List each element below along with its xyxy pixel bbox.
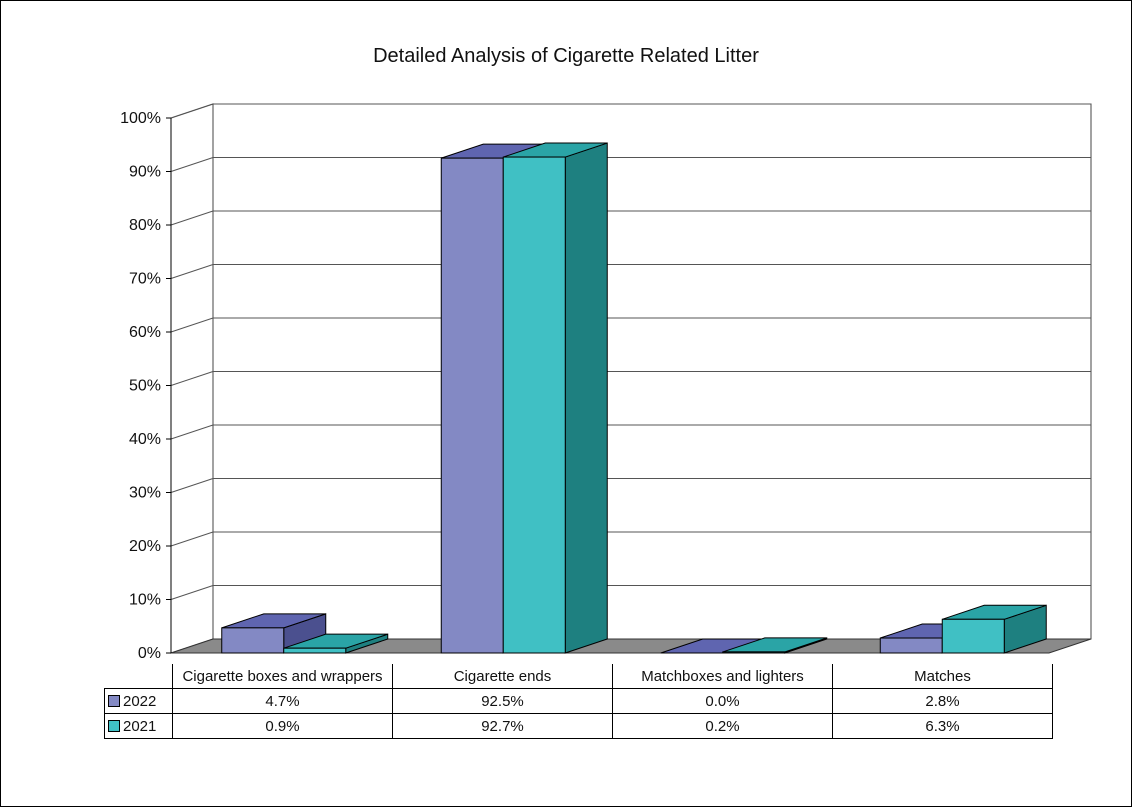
y-tick-label: 100% (120, 110, 161, 127)
gridline-diagonal (170, 424, 214, 440)
bar-front (722, 651, 786, 654)
table-corner (105, 664, 173, 689)
gridline-diagonal (170, 264, 214, 279)
bar-front (221, 627, 285, 654)
legend-entry-2021: 2021 (104, 713, 173, 739)
y-tick-label: 10% (129, 592, 161, 609)
y-tick-label: 20% (129, 538, 161, 555)
legend-entry-2022: 2022 (104, 688, 173, 714)
table-cell: 0.0% (612, 688, 833, 714)
bar-2021-2 (722, 637, 828, 654)
y-tick-label: 80% (129, 217, 161, 234)
bar-front (941, 618, 1005, 654)
data-table: Cigarette boxes and wrappers Cigarette e… (104, 664, 1053, 739)
gridline-diagonal (170, 210, 214, 226)
table-cell: 92.7% (392, 713, 613, 739)
table-category-0: Cigarette boxes and wrappers (172, 664, 393, 689)
legend-swatch-2021 (108, 719, 120, 732)
y-tick-label: 30% (129, 485, 161, 502)
y-tick-label: 40% (129, 431, 161, 448)
table-cell: 4.7% (172, 688, 393, 714)
table-row-2022: 2022 4.7% 92.5% 0.0% 2.8% (104, 688, 1053, 714)
bar-front (440, 157, 504, 654)
table-category-3: Matches (832, 664, 1053, 689)
y-tick-label: 90% (129, 164, 161, 181)
table-cell: 2.8% (832, 688, 1053, 714)
y-tick-label: 50% (129, 378, 161, 395)
legend-swatch-2022 (108, 694, 120, 707)
bar-2021-1 (502, 142, 608, 654)
table-cell: 0.9% (172, 713, 393, 739)
table-category-1: Cigarette ends (392, 664, 613, 689)
bar-front (879, 637, 943, 654)
chart-title: Detailed Analysis of Cigarette Related L… (373, 45, 759, 67)
table-cell: 6.3% (832, 713, 1053, 739)
table-header-row: Cigarette boxes and wrappers Cigarette e… (105, 664, 1053, 689)
bar-2021-3 (941, 604, 1047, 654)
y-tick-label: 70% (129, 271, 161, 288)
gridline-diagonal (170, 478, 214, 493)
gridline-diagonal (170, 531, 214, 547)
bar-2022-0 (221, 613, 327, 654)
gridline-diagonal (170, 585, 214, 600)
table-cell: 92.5% (392, 688, 613, 714)
table-cell: 0.2% (612, 713, 833, 739)
bar-front (283, 647, 347, 654)
bar-side (564, 142, 608, 654)
gridline-diagonal (170, 371, 214, 386)
legend-label-2022: 2022 (123, 692, 157, 710)
bar-2021-0 (283, 633, 389, 654)
y-tick-label: 60% (129, 324, 161, 341)
gridline-diagonal (170, 103, 214, 119)
legend-label-2021: 2021 (123, 717, 157, 735)
table-row-2021: 2021 0.9% 92.7% 0.2% 6.3% (104, 713, 1053, 739)
y-tick-label: 0% (138, 645, 161, 662)
gridline-diagonal (170, 157, 214, 172)
table-category-2: Matchboxes and lighters (612, 664, 833, 689)
bar-front (502, 156, 566, 654)
gridline-diagonal (170, 317, 214, 333)
